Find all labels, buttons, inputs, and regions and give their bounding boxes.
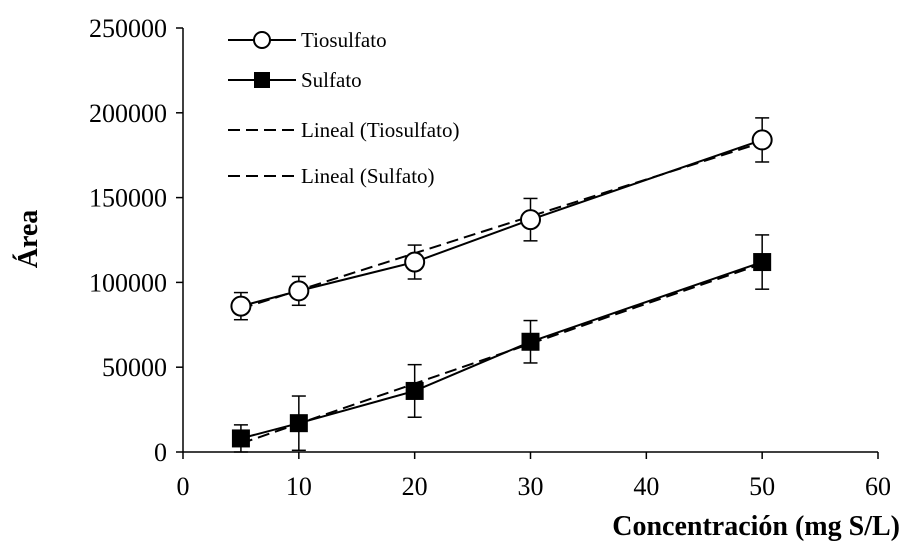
y-tick-label: 50000 bbox=[102, 353, 167, 382]
legend-label: Lineal (Tiosulfato) bbox=[301, 118, 459, 142]
x-tick-label: 60 bbox=[865, 472, 891, 501]
markers bbox=[230, 129, 773, 448]
legend-label: Sulfato bbox=[301, 68, 362, 92]
y-axis-title: Área bbox=[13, 210, 44, 269]
legend-label: Tiosulfato bbox=[301, 28, 387, 52]
legend-item-tiosulfato: Tiosulfato bbox=[228, 28, 387, 52]
data-point-sulfato bbox=[289, 414, 308, 433]
data-point-sulfato bbox=[231, 429, 250, 448]
y-tick-label: 150000 bbox=[89, 184, 167, 213]
legend: Tiosulfato Sulfato Lineal (Tiosulfato) Line… bbox=[228, 28, 459, 188]
x-axis-ticks: 0 10 20 30 40 50 60 bbox=[177, 452, 891, 501]
y-tick-label: 250000 bbox=[89, 14, 167, 43]
series-line-sulfato bbox=[240, 261, 763, 440]
x-tick-label: 20 bbox=[402, 472, 428, 501]
data-point-sulfato bbox=[753, 253, 772, 272]
data-point-tiosulfato bbox=[404, 251, 426, 273]
data-point-tiosulfato bbox=[751, 129, 773, 151]
legend-item-sulfato: Sulfato bbox=[228, 68, 362, 92]
plot-area: 0 50000 100000 150000 200000 250000 0 10 20 30 40… bbox=[89, 14, 891, 501]
data-point-tiosulfato bbox=[520, 209, 541, 231]
x-axis-title: Concentración (mg S/L) bbox=[612, 511, 900, 542]
legend-label: Lineal (Sulfato) bbox=[301, 164, 435, 188]
x-tick-label: 30 bbox=[518, 472, 544, 501]
y-tick-label: 0 bbox=[154, 438, 167, 467]
data-point-sulfato bbox=[521, 332, 540, 351]
legend-item-lineal-tiosulfato: Lineal (Tiosulfato) bbox=[228, 118, 459, 142]
x-tick-label: 10 bbox=[286, 472, 312, 501]
legend-swatch-square bbox=[254, 72, 270, 88]
legend-swatch-circle bbox=[253, 31, 271, 49]
data-point-tiosulfato bbox=[288, 280, 310, 302]
x-tick-label: 40 bbox=[633, 472, 659, 501]
x-tick-label: 50 bbox=[749, 472, 775, 501]
data-point-tiosulfato bbox=[230, 295, 252, 317]
data-point-sulfato bbox=[405, 381, 424, 400]
y-tick-label: 200000 bbox=[89, 99, 167, 128]
x-tick-label: 0 bbox=[177, 472, 190, 501]
legend-item-lineal-sulfato: Lineal (Sulfato) bbox=[228, 164, 435, 188]
y-axis-ticks: 0 50000 100000 150000 200000 250000 bbox=[89, 14, 183, 467]
y-tick-label: 100000 bbox=[89, 268, 167, 297]
